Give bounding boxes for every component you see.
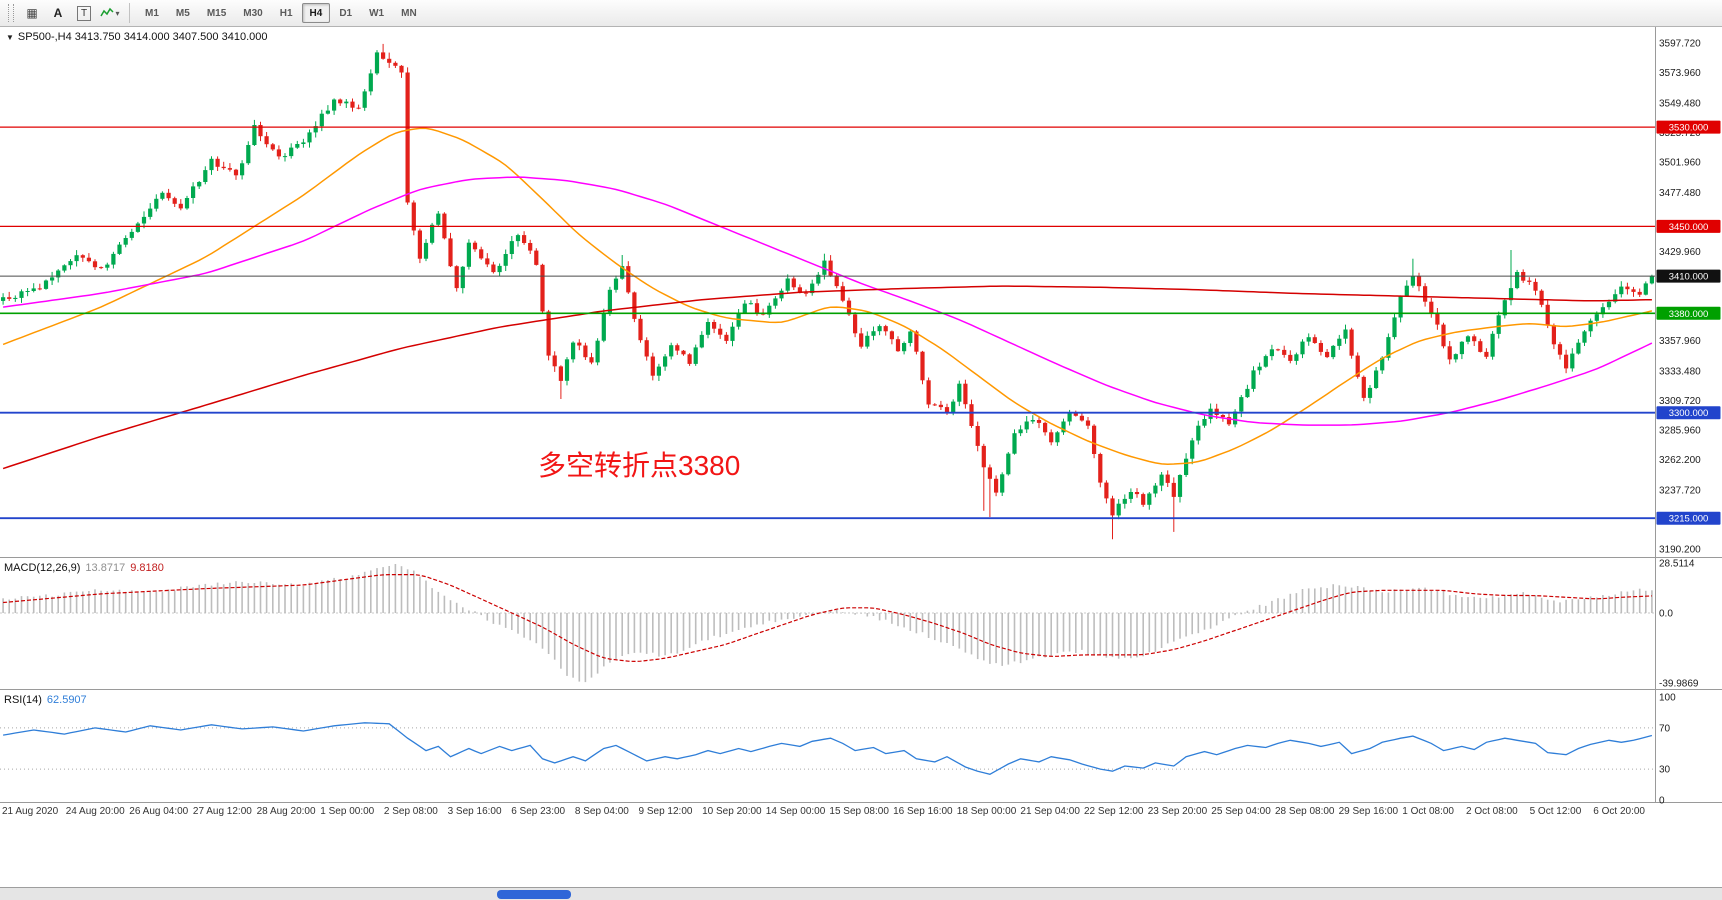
svg-text:3300.000: 3300.000 (1669, 408, 1709, 419)
svg-text:100: 100 (1659, 693, 1676, 704)
svg-text:23 Sep 20:00: 23 Sep 20:00 (1148, 806, 1208, 817)
svg-text:28 Sep 08:00: 28 Sep 08:00 (1275, 806, 1335, 817)
panel-splitter-macd[interactable] (0, 557, 1722, 561)
svg-text:0.0: 0.0 (1659, 609, 1673, 620)
rsi-label: RSI(14) 62.5907 (4, 694, 87, 706)
indicators-icon (100, 7, 115, 17)
svg-text:5 Oct 12:00: 5 Oct 12:00 (1530, 806, 1582, 817)
macd-label: MACD(12,26,9) 13.8717 9.8180 (4, 562, 164, 574)
svg-text:30: 30 (1659, 765, 1671, 776)
price-scale[interactable] (1655, 27, 1722, 802)
svg-text:3380.000: 3380.000 (1669, 309, 1709, 320)
svg-text:3237.720: 3237.720 (1659, 486, 1701, 497)
svg-text:18 Sep 00:00: 18 Sep 00:00 (957, 806, 1017, 817)
svg-text:0: 0 (1659, 796, 1665, 807)
panel-splitter-rsi[interactable] (0, 689, 1722, 693)
timeframe-w1[interactable]: W1 (369, 7, 385, 19)
text-tool-button[interactable]: T (72, 3, 96, 24)
timeframe-h4[interactable]: H4 (301, 3, 331, 23)
svg-text:3309.720: 3309.720 (1659, 396, 1701, 407)
svg-text:21 Aug 2020: 21 Aug 2020 (2, 806, 59, 817)
macd-panel[interactable] (0, 561, 1655, 689)
timeframe-mn[interactable]: MN (401, 7, 417, 19)
svg-text:26 Aug 04:00: 26 Aug 04:00 (129, 806, 188, 817)
svg-text:15 Sep 08:00: 15 Sep 08:00 (829, 806, 889, 817)
svg-text:3 Sep 16:00: 3 Sep 16:00 (448, 806, 502, 817)
svg-text:3357.960: 3357.960 (1659, 336, 1701, 347)
svg-text:3573.960: 3573.960 (1659, 68, 1701, 79)
svg-text:22 Sep 12:00: 22 Sep 12:00 (1084, 806, 1144, 817)
svg-text:29 Sep 16:00: 29 Sep 16:00 (1339, 806, 1399, 817)
time-scale[interactable] (0, 803, 1722, 819)
price-chart-panel[interactable] (0, 27, 1655, 557)
svg-text:6 Oct 20:00: 6 Oct 20:00 (1593, 806, 1645, 817)
svg-text:21 Sep 04:00: 21 Sep 04:00 (1020, 806, 1080, 817)
timeframe-m5[interactable]: M5 (175, 7, 190, 19)
chart-title: ▼ SP500-,H4 3413.750 3414.000 3407.500 3… (6, 31, 267, 43)
toolbar-grip[interactable] (8, 4, 14, 22)
svg-text:3333.480: 3333.480 (1659, 367, 1701, 378)
svg-text:6 Sep 23:00: 6 Sep 23:00 (511, 806, 565, 817)
svg-text:3429.960: 3429.960 (1659, 247, 1701, 258)
svg-text:28.5114: 28.5114 (1659, 559, 1695, 570)
svg-text:3549.480: 3549.480 (1659, 98, 1701, 109)
svg-text:8 Sep 04:00: 8 Sep 04:00 (575, 806, 629, 817)
symbol-dropdown-icon[interactable]: ▼ (6, 32, 14, 42)
text-tool-icon: T (76, 5, 92, 21)
svg-text:3477.480: 3477.480 (1659, 188, 1701, 199)
svg-text:14 Sep 00:00: 14 Sep 00:00 (766, 806, 826, 817)
taskbar-item[interactable] (497, 890, 571, 899)
timeframe-m30[interactable]: M30 (243, 7, 263, 19)
timeframe-group: M1 M5 M15 M30 H1 H4 D1 W1 MN (137, 3, 425, 23)
svg-text:3450.000: 3450.000 (1669, 222, 1709, 233)
svg-text:3501.960: 3501.960 (1659, 157, 1701, 168)
rsi-panel[interactable] (0, 693, 1655, 802)
svg-text:16 Sep 16:00: 16 Sep 16:00 (893, 806, 953, 817)
svg-text:2 Sep 08:00: 2 Sep 08:00 (384, 806, 438, 817)
timeframe-d1[interactable]: D1 (339, 7, 353, 19)
macd-name: MACD(12,26,9) (4, 562, 81, 574)
svg-text:3215.000: 3215.000 (1669, 514, 1709, 525)
chart-title-text: SP500-,H4 3413.750 3414.000 3407.500 341… (17, 31, 268, 43)
svg-text:3190.200: 3190.200 (1659, 545, 1701, 556)
svg-text:3597.720: 3597.720 (1659, 39, 1701, 50)
indicators-button[interactable]: ▾ (98, 3, 122, 24)
svg-text:25 Sep 04:00: 25 Sep 04:00 (1211, 806, 1271, 817)
svg-text:70: 70 (1659, 723, 1671, 734)
chevron-down-icon: ▾ (115, 8, 120, 18)
svg-text:2 Oct 08:00: 2 Oct 08:00 (1466, 806, 1518, 817)
chart-windows-button[interactable]: ▦ (26, 6, 38, 20)
toolbar: ▦ A T ▾ M1 M5 M15 M30 H1 H4 D1 W1 MN (0, 0, 1722, 27)
svg-text:24 Aug 20:00: 24 Aug 20:00 (66, 806, 125, 817)
taskbar-strip (0, 887, 1722, 900)
timeframe-m15[interactable]: M15 (206, 7, 227, 19)
svg-text:3530.000: 3530.000 (1669, 123, 1709, 134)
rsi-name: RSI(14) (4, 694, 42, 706)
svg-text:3410.000: 3410.000 (1669, 272, 1709, 283)
svg-text:10 Sep 20:00: 10 Sep 20:00 (702, 806, 762, 817)
macd-signal-value: 9.8180 (130, 562, 164, 574)
rsi-value: 62.5907 (46, 694, 87, 706)
svg-text:3285.960: 3285.960 (1659, 426, 1701, 437)
svg-text:3262.200: 3262.200 (1659, 455, 1701, 466)
svg-text:27 Aug 12:00: 27 Aug 12:00 (193, 806, 252, 817)
svg-text:-39.9869: -39.9869 (1659, 678, 1699, 689)
timeframe-h1[interactable]: H1 (279, 7, 293, 19)
svg-text:9 Sep 12:00: 9 Sep 12:00 (639, 806, 693, 817)
timeframe-m1[interactable]: M1 (145, 7, 159, 19)
chart-annotation: 多空转折点3380 (538, 450, 741, 481)
svg-text:1 Sep 00:00: 1 Sep 00:00 (320, 806, 374, 817)
svg-text:1 Oct 08:00: 1 Oct 08:00 (1402, 806, 1454, 817)
toolbar-separator (129, 3, 130, 23)
macd-value: 13.8717 (85, 562, 126, 574)
svg-text:28 Aug 20:00: 28 Aug 20:00 (257, 806, 316, 817)
label-tool-button[interactable]: A (53, 6, 63, 20)
